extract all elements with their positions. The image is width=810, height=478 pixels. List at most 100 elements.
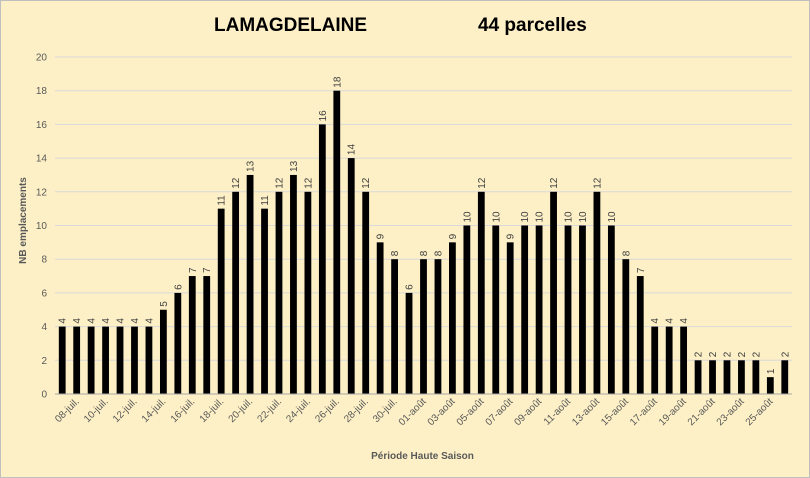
x-tick-label: 08-juil. — [53, 396, 82, 425]
x-tick-label: 09-août — [512, 396, 544, 428]
x-tick-label: 15-août — [599, 396, 631, 428]
x-tick-label: 03-août — [426, 396, 458, 428]
x-tick-label: 18-juil. — [198, 396, 227, 425]
x-tick-label: 28-juil. — [342, 396, 371, 425]
data-label: 10 — [607, 211, 618, 223]
bar — [579, 225, 586, 394]
bar — [188, 276, 196, 394]
bar — [521, 225, 529, 394]
bar — [102, 326, 109, 394]
bar — [752, 360, 760, 394]
bar — [174, 292, 182, 394]
data-label: 11 — [217, 195, 228, 206]
data-label: 4 — [130, 318, 141, 324]
bar — [550, 191, 557, 394]
bar — [694, 360, 702, 394]
data-label: 2 — [780, 351, 791, 357]
x-tick-label: 07-août — [484, 396, 516, 428]
bar — [420, 259, 427, 394]
x-tick-label: 22-juil. — [255, 396, 284, 425]
data-label: 7 — [636, 267, 647, 273]
data-label: 2 — [722, 351, 733, 357]
bar — [434, 259, 442, 394]
bar — [116, 326, 124, 394]
data-label: 8 — [390, 250, 401, 256]
data-label: 5 — [159, 301, 170, 307]
y-tick-label: 18 — [36, 86, 48, 97]
x-axis-title: Période Haute Saison — [371, 451, 474, 462]
data-label: 2 — [737, 351, 748, 357]
x-tick-label: 16-juil. — [169, 396, 198, 425]
bar — [58, 326, 66, 394]
data-label: 12 — [549, 177, 560, 189]
bar — [159, 309, 167, 394]
x-tick-label: 12-juil. — [111, 396, 140, 425]
y-tick-label: 2 — [41, 356, 47, 367]
data-label: 9 — [506, 233, 517, 239]
bar — [535, 225, 543, 394]
data-label: 1 — [766, 368, 777, 374]
data-label: 2 — [694, 351, 705, 357]
bar — [217, 208, 225, 394]
bar — [290, 174, 297, 394]
data-label: 12 — [231, 177, 242, 189]
bar — [463, 225, 471, 394]
bar — [607, 225, 615, 394]
data-label: 10 — [462, 211, 473, 223]
bar — [651, 326, 659, 394]
data-label: 13 — [289, 160, 300, 172]
bar — [477, 191, 485, 394]
y-tick-label: 20 — [36, 53, 48, 64]
bar — [593, 191, 601, 394]
bar — [333, 90, 341, 394]
data-label: 12 — [361, 177, 372, 189]
bar — [318, 124, 326, 395]
bar — [680, 326, 688, 394]
x-tick-label: 17-août — [628, 396, 660, 428]
bar — [87, 326, 95, 394]
x-tick-label: 20-juil. — [227, 396, 256, 425]
x-tick-label: 23-août — [715, 396, 747, 428]
data-label: 4 — [58, 318, 69, 324]
data-label: 13 — [246, 160, 257, 172]
bar — [506, 242, 514, 394]
bar — [362, 191, 370, 394]
data-label: 4 — [144, 318, 155, 324]
bar — [709, 360, 716, 394]
y-tick-label: 16 — [36, 120, 48, 131]
y-tick-label: 14 — [36, 154, 48, 165]
bar — [405, 292, 413, 394]
x-tick-label: 25-août — [744, 396, 776, 428]
bar — [73, 326, 81, 394]
data-label: 4 — [87, 318, 98, 324]
chart-title: LAMAGDELAINE — [214, 15, 368, 36]
data-label: 12 — [303, 177, 314, 189]
data-label: 12 — [592, 177, 603, 189]
data-label: 8 — [433, 250, 444, 256]
bar — [564, 225, 572, 394]
x-tick-label: 30-juil. — [371, 396, 400, 425]
data-label: 12 — [477, 177, 488, 189]
bar — [391, 259, 398, 394]
data-label: 18 — [332, 76, 343, 88]
bar — [376, 242, 384, 394]
data-label: 11 — [260, 195, 271, 206]
bar — [665, 326, 673, 394]
y-axis-title: NB emplacements — [18, 177, 29, 264]
x-tick-label: 01-août — [397, 396, 429, 428]
x-tick-label: 05-août — [455, 396, 487, 428]
bar — [145, 326, 153, 394]
bar — [203, 276, 211, 394]
bar — [723, 360, 731, 394]
y-tick-label: 4 — [41, 322, 47, 333]
bar — [275, 191, 283, 394]
bar — [781, 360, 789, 394]
data-label: 10 — [578, 211, 589, 223]
y-tick-label: 6 — [41, 288, 47, 299]
bar — [622, 259, 630, 394]
chart-subtitle: 44 parcelles — [478, 15, 587, 36]
x-tick-label: 26-juil. — [313, 396, 342, 425]
y-tick-label: 12 — [36, 187, 48, 198]
